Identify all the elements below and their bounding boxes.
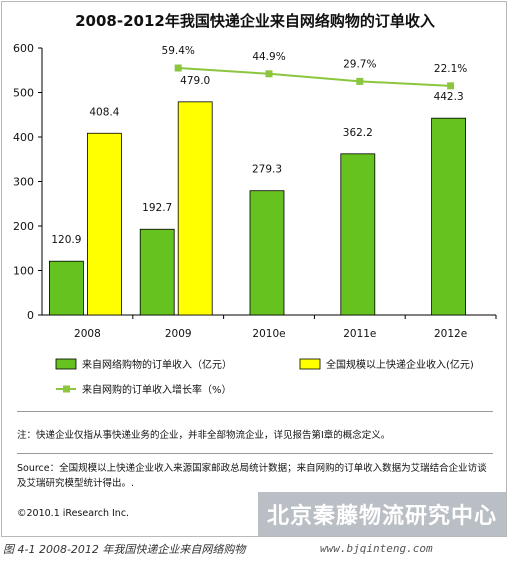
- growth-label: 44.9%: [252, 51, 285, 63]
- data-label: 442.3: [434, 91, 464, 103]
- legend-label: 来自网购的订单收入增长率（%）: [82, 383, 232, 396]
- legend-marker: [63, 385, 70, 393]
- chart-title: 2008-2012年我国快递企业来自网络购物的订单收入: [75, 12, 435, 30]
- source-note: Source：全国规模以上快递企业收入来源国家邮政总局统计数据；来自网购的订单收…: [17, 463, 487, 489]
- watermark-url: www.bjqinteng.com: [320, 542, 433, 555]
- copyright: ©2010.1 iResearch Inc.: [17, 508, 130, 519]
- watermark-logo: 北京秦藤物流研究中心: [258, 492, 506, 536]
- footnote: 注：快递企业仅指从事快递业务的企业，并非全部物流企业，详见报告第I章的概念定义。: [17, 430, 391, 441]
- data-label: 279.3: [252, 164, 282, 176]
- legend-label: 来自网络购物的订单收入（亿元）: [82, 358, 232, 371]
- chart-svg: 0 100 200 300 400 500 600 2008 2009 2010e 2011e 201…: [13, 42, 497, 396]
- bar: [249, 190, 285, 316]
- data-label: 192.7: [142, 202, 172, 214]
- x-tick-label: 2011e: [343, 328, 376, 340]
- x-tick-label: 2010e: [252, 328, 285, 340]
- data-label: 408.4: [89, 106, 119, 118]
- x-tick-label: 2008: [74, 328, 101, 340]
- growth-marker: [356, 77, 364, 85]
- growth-marker: [174, 64, 182, 72]
- growth-label: 29.7%: [343, 58, 376, 70]
- y-tick-label: 0: [27, 309, 34, 322]
- legend-swatch: [55, 358, 77, 370]
- growth-label: 59.4%: [162, 45, 195, 57]
- bar: [49, 260, 84, 316]
- watermark-text: 北京秦藤物流研究中心: [266, 503, 497, 529]
- data-label: 362.2: [343, 127, 373, 139]
- bar: [87, 132, 122, 316]
- y-tick-label: 200: [13, 220, 34, 233]
- y-tick-label: 100: [13, 265, 34, 278]
- bar: [177, 101, 213, 316]
- figure-caption: 图 4-1 2008-2012 年我国快递企业来自网络购物: [3, 543, 246, 556]
- x-tick-label: 2012e: [434, 328, 467, 340]
- x-tick-label: 2009: [165, 328, 192, 340]
- data-label: 120.9: [51, 234, 81, 246]
- bar: [139, 228, 175, 316]
- bar: [431, 117, 467, 316]
- growth-label: 22.1%: [434, 63, 467, 75]
- separator-1: [17, 411, 493, 412]
- legend-swatch: [299, 358, 321, 370]
- bar: [340, 153, 376, 316]
- separator-2: [17, 453, 493, 454]
- y-tick-label: 600: [13, 42, 34, 55]
- growth-line: [178, 67, 451, 87]
- growth-marker: [447, 82, 455, 90]
- data-label: 479.0: [180, 75, 210, 87]
- growth-marker: [265, 70, 273, 78]
- y-tick-label: 400: [13, 131, 34, 144]
- y-tick-label: 500: [13, 87, 34, 100]
- legend-label: 全国规模以上快递企业收入(亿元): [326, 358, 474, 371]
- y-tick-label: 300: [13, 176, 34, 189]
